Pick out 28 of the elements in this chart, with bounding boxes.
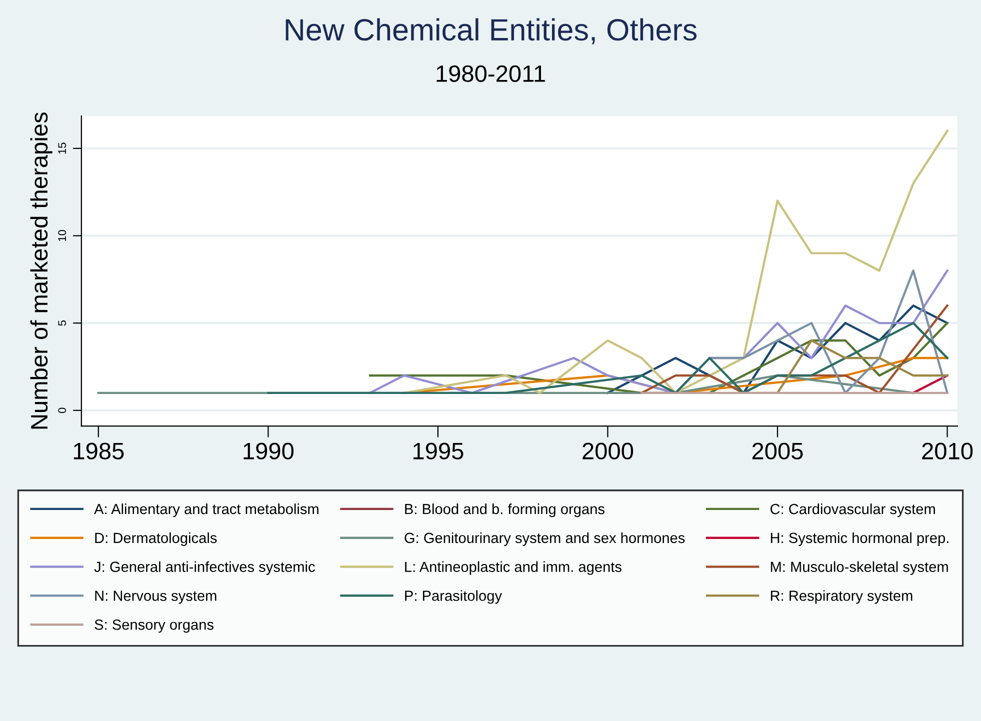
x-tick-label: 1995 [413, 442, 464, 460]
legend-label: A: Alimentary and tract metabolism [94, 503, 318, 518]
y-tick-label: 5 [58, 320, 66, 326]
legend-label: G: Genitourinary system and sex hormones [404, 532, 685, 546]
x-tick-label: 1985 [74, 442, 124, 460]
x-tick-label: 2000 [582, 442, 634, 460]
y-tick-label: 10 [58, 230, 66, 242]
legend-label: N: Nervous system [95, 590, 216, 604]
legend-label: P: Parasitology [405, 590, 502, 604]
legend-label: D: Dermatologicals [95, 532, 217, 546]
chart-subtitle: 1980-2011 [436, 65, 545, 82]
legend-label: B: Blood and b. forming organs [405, 503, 604, 518]
legend-label: L: Antineoplastic and imm. agents [405, 561, 622, 575]
x-tick-label: 2005 [752, 442, 803, 460]
legend-label: J: General anti-infectives systemic [94, 561, 315, 575]
legend-label: M: Musculo-skeletal system [770, 561, 948, 575]
line-series [708, 270, 948, 394]
x-tick-label: 2010 [922, 442, 973, 460]
y-tick-label: 0 [58, 408, 66, 414]
y-tick-label: 15 [58, 142, 66, 154]
chart-title: New Chemical Entities, Others [286, 18, 697, 44]
line-series [402, 130, 948, 394]
y-axis-title: Number of marketed therapies [30, 112, 52, 429]
legend-label: H: Systemic hormonal prep. [770, 532, 948, 546]
legend-label: R: Respiratory system [770, 590, 912, 604]
legend-label: C: Cardiovascular system [770, 503, 935, 518]
x-tick-label: 1990 [244, 442, 294, 460]
legend-label: S: Sensory organs [94, 620, 214, 633]
